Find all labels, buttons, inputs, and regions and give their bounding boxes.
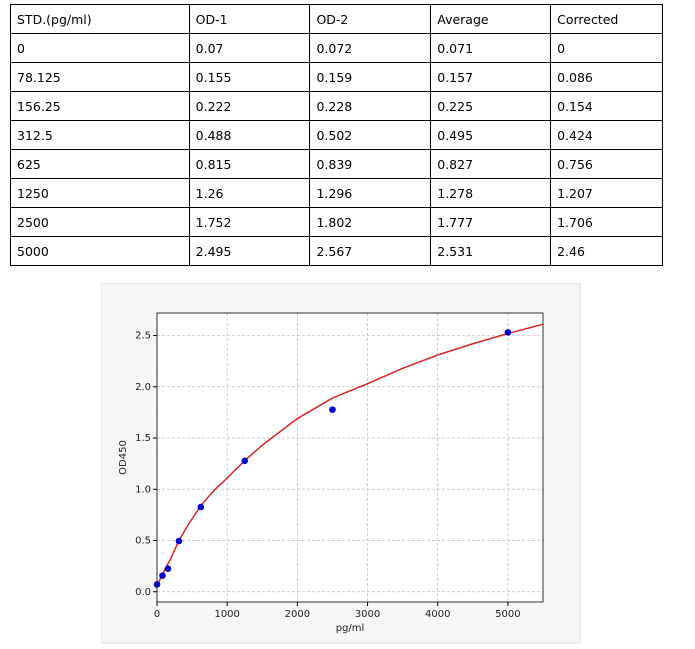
table-row: 78.125 0.155 0.159 0.157 0.086 [10,62,663,92]
chart: 0 1000 2000 3000 4000 5000 0.0 0.5 1.0 1.5 2.0 2.5 p… [101,283,581,644]
table-cell: 2.495 [188,236,311,266]
y-tick-label: 0.0 [135,587,151,598]
table-cell: 0.839 [309,149,432,179]
table-cell: Corrected [550,4,663,34]
table-cell: 1.278 [430,178,552,208]
data-table: STD.(pg/ml) OD-1 OD-2 Average Corrected 0 0.07… [10,4,663,266]
table-cell: 625 [10,149,190,179]
table-cell: 5000 [10,236,190,266]
table-cell: 0.815 [188,149,311,179]
table-cell: 0.222 [188,91,311,121]
table-cell: 0.086 [550,62,663,92]
table-cell: 2.531 [430,236,552,266]
data-point [197,503,205,511]
table-cell: STD.(pg/ml) [10,4,190,34]
table-cell: 1250 [10,178,190,208]
table-row: 312.5 0.488 0.502 0.495 0.424 [10,120,663,150]
table-cell: 312.5 [10,120,190,150]
table-row: 156.25 0.222 0.228 0.225 0.154 [10,91,663,121]
table-cell: 0.827 [430,149,552,179]
y-axis-label: OD450 [118,440,129,475]
table-cell: 1.706 [550,207,663,237]
table-cell: 1.802 [309,207,432,237]
table-row: STD.(pg/ml) OD-1 OD-2 Average Corrected [10,4,663,34]
table-cell: 0 [10,33,190,63]
data-point [175,537,183,545]
table-cell: 1.752 [188,207,311,237]
x-tick-label: 4000 [425,609,450,620]
x-tick-label: 0 [154,609,160,620]
data-point [329,406,336,413]
table-cell: 156.25 [10,91,190,121]
plot-frame [156,312,544,603]
table-cell: 1.777 [430,207,552,237]
table-cell: 0.071 [430,33,552,63]
y-tick-label: 2.0 [135,382,151,393]
table-cell: 0.225 [430,91,552,121]
table-cell: 2500 [10,207,190,237]
table-cell: 1.296 [309,178,432,208]
x-tick-label: 5000 [495,609,520,620]
x-tick-label: 2000 [285,609,310,620]
data-point [504,329,512,336]
data-point [164,565,172,572]
table-cell: 2.46 [550,236,663,266]
table-row: 625 0.815 0.839 0.827 0.756 [10,149,663,179]
table-cell: 1.26 [188,178,311,208]
x-axis-label: pg/ml [336,623,365,634]
table-cell: 0.072 [309,33,432,63]
plot-area [157,313,543,602]
data-point [241,457,249,465]
table-cell: 0.159 [309,62,432,92]
table-cell: 0.502 [309,120,432,150]
table-cell: 2.567 [309,236,432,266]
y-tick-label: 1.5 [135,433,151,444]
table-cell: 0.488 [188,120,311,150]
y-tick-label: 1.0 [135,484,151,495]
table-row: 2500 1.752 1.802 1.777 1.706 [10,207,663,237]
table-cell: 0.228 [309,91,432,121]
table-cell: 0.07 [188,33,311,63]
x-tick-label: 3000 [355,609,380,620]
table-row: 1250 1.26 1.296 1.278 1.207 [10,178,663,208]
table-cell: 1.207 [550,178,663,208]
table-cell: 0.154 [550,91,663,121]
y-tick-label: 0.5 [135,536,151,547]
table-cell: 0.495 [430,120,552,150]
y-tick-label: 2.5 [135,331,151,342]
table-cell: 0 [550,33,663,63]
table-row: 5000 2.495 2.567 2.531 2.46 [10,236,663,266]
table-cell: 0.157 [430,62,552,92]
table-cell: OD-2 [309,4,432,34]
table-cell: 0.756 [550,149,663,179]
table-row: 0 0.07 0.072 0.071 0 [10,33,663,63]
table-cell: 0.424 [550,120,663,150]
table-cell: Average [430,4,552,34]
table-cell: OD-1 [188,4,311,34]
data-point [159,572,166,579]
x-tick-label: 1000 [214,609,239,620]
table-cell: 78.125 [10,62,190,92]
table-cell: 0.155 [188,62,311,92]
